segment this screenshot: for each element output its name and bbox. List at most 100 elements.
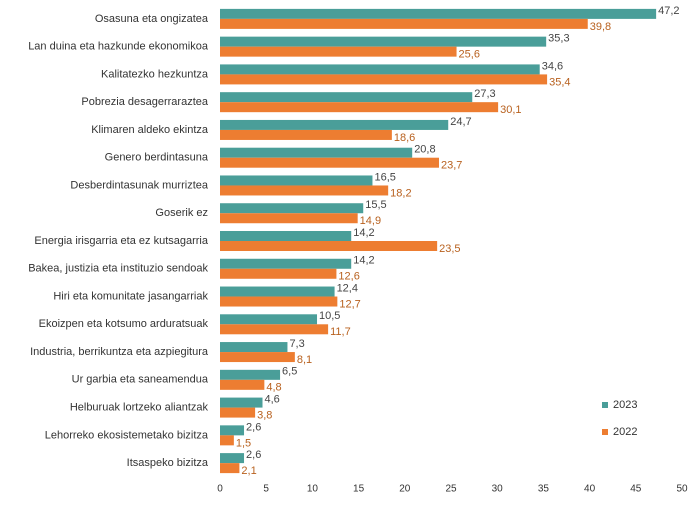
value-label: 30,1: [500, 104, 521, 116]
bar: [220, 296, 338, 307]
value-label: 3,8: [257, 409, 272, 421]
value-label: 2,6: [246, 449, 261, 461]
bar: [220, 369, 281, 380]
value-label: 27,3: [474, 88, 495, 100]
value-label: 12,6: [338, 271, 359, 283]
category-label: Lehorreko ekosistemetako bizitza: [45, 429, 209, 441]
bar: [220, 407, 256, 418]
category-label: Hiri eta komunitate jasangarriak: [53, 290, 208, 302]
bar: [220, 231, 352, 241]
x-tick-label: 45: [630, 484, 642, 495]
value-label: 2,6: [246, 421, 261, 433]
value-label: 20,8: [414, 144, 435, 156]
value-label: 14,2: [353, 227, 374, 239]
bar: [220, 352, 295, 363]
x-tick-label: 40: [584, 484, 596, 495]
bar: [220, 64, 540, 75]
x-tick-label: 15: [353, 484, 365, 495]
bar: [220, 463, 240, 474]
bar: [220, 119, 449, 130]
bar: [220, 203, 364, 214]
value-label: 12,4: [337, 282, 358, 294]
value-label: 10,5: [319, 310, 340, 322]
value-label: 23,5: [439, 243, 460, 255]
category-label: Ekoizpen eta kotsumo arduratsuak: [39, 318, 209, 330]
bar: [220, 258, 352, 269]
value-label: 14,9: [360, 215, 381, 227]
x-tick-label: 0: [217, 484, 223, 495]
bar: [220, 241, 438, 251]
x-tick-label: 30: [492, 484, 504, 495]
bar: [220, 379, 265, 390]
legend-label: 2023: [613, 399, 637, 411]
category-label: Energia irisgarria eta ez kutsagarria: [34, 235, 209, 247]
legend-swatch: [602, 429, 608, 435]
bar: [220, 157, 439, 168]
bar: [220, 324, 329, 335]
legend-label: 2022: [613, 426, 637, 438]
value-label: 39,8: [590, 21, 611, 33]
category-label: Desberdintasunak murriztea: [70, 179, 208, 191]
bar: [220, 46, 457, 57]
category-label: Industria, berrikuntza eta azpiegitura: [30, 346, 209, 358]
category-label: Genero berdintasuna: [105, 152, 209, 164]
bar: [220, 129, 392, 140]
category-label: Klimaren aldeko ekintza: [91, 124, 209, 136]
value-label: 16,5: [374, 171, 395, 183]
value-label: 15,5: [365, 199, 386, 211]
category-label: Lan duina eta hazkunde ekonomikoa: [28, 41, 209, 53]
value-label: 1,5: [236, 437, 251, 449]
category-label: Helburuak lortzeko aliantzak: [70, 401, 209, 413]
bar: [220, 74, 548, 85]
x-tick-label: 20: [399, 484, 411, 495]
x-tick-label: 35: [538, 484, 550, 495]
value-label: 18,6: [394, 132, 415, 144]
bar: [220, 268, 337, 279]
value-label: 11,7: [330, 326, 351, 338]
value-label: 35,3: [548, 33, 569, 45]
bar: [220, 425, 245, 436]
bar: [220, 102, 499, 113]
value-label: 12,7: [339, 298, 360, 310]
category-label: Kalitatezko hezkuntza: [101, 68, 209, 80]
category-label: Osasuna eta ongizatea: [95, 13, 209, 25]
bar: [220, 314, 318, 325]
category-label: Pobrezia desagerraraztea: [81, 96, 208, 108]
bar: [220, 213, 358, 224]
legend-swatch: [602, 402, 608, 408]
value-label: 4,8: [266, 382, 281, 394]
category-label: Ur garbia eta saneamendua: [72, 374, 209, 386]
value-label: 8,1: [297, 354, 312, 366]
value-label: 24,7: [450, 116, 471, 128]
bar: [220, 175, 373, 186]
value-label: 35,4: [549, 76, 570, 88]
bar: [220, 453, 245, 464]
bar: [220, 286, 335, 297]
bar: [220, 92, 473, 103]
bar: [220, 435, 234, 446]
bar: [220, 185, 389, 196]
value-label: 7,3: [289, 338, 304, 350]
category-label: Itsaspeko bizitza: [127, 457, 209, 469]
bar: [220, 36, 547, 47]
value-label: 6,5: [282, 366, 297, 378]
x-tick-label: 5: [263, 484, 269, 495]
bar: [220, 18, 588, 29]
value-label: 23,7: [441, 160, 462, 172]
value-label: 47,2: [658, 5, 679, 17]
x-tick-label: 25: [445, 484, 457, 495]
value-label: 18,2: [390, 187, 411, 199]
x-tick-label: 50: [676, 484, 688, 495]
category-label: Goserik ez: [155, 207, 208, 219]
value-label: 4,6: [265, 393, 280, 405]
x-tick-label: 10: [307, 484, 319, 495]
value-label: 14,2: [353, 255, 374, 267]
value-label: 2,1: [241, 465, 256, 477]
value-label: 34,6: [542, 60, 563, 72]
bar: [220, 342, 288, 353]
value-label: 25,6: [459, 49, 480, 61]
bar: [220, 8, 657, 19]
bar: [220, 147, 413, 158]
category-label: Bakea, justizia eta instituzio sendoak: [28, 263, 208, 275]
